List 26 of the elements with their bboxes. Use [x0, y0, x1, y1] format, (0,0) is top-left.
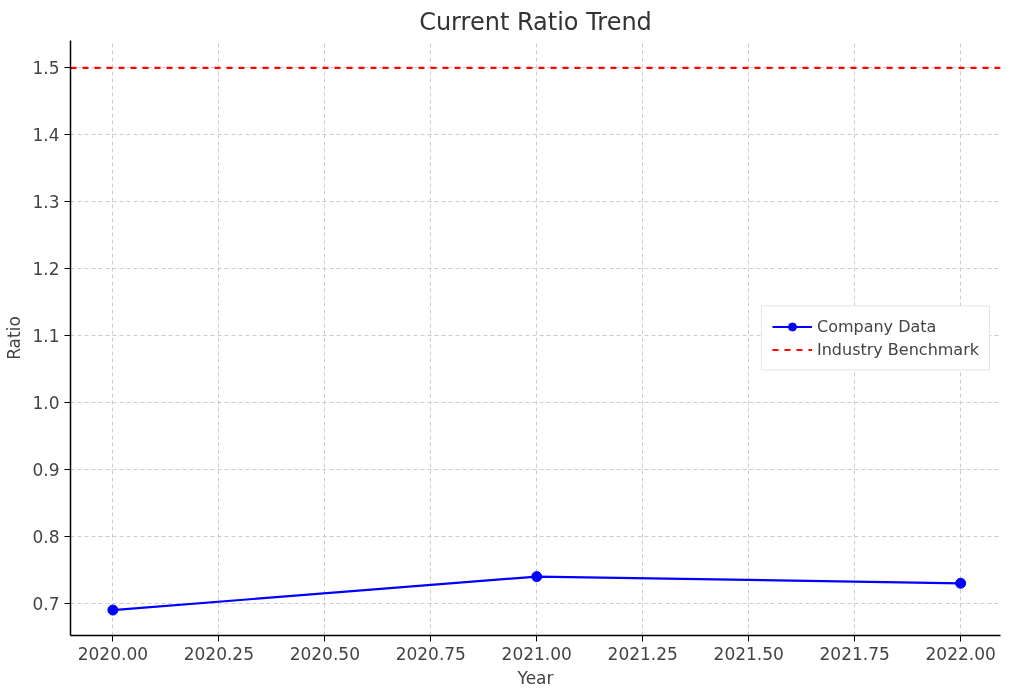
chart-title: Current Ratio Trend: [419, 7, 652, 36]
x-tick-label: 2021.75: [819, 643, 890, 664]
y-tick-label: 1.2: [32, 259, 60, 280]
x-tick-label: 2021.50: [713, 643, 784, 664]
legend-label: Company Data: [816, 316, 937, 336]
legend-label: Industry Benchmark: [816, 339, 979, 359]
y-tick-label: 1.3: [32, 192, 60, 213]
point: [955, 577, 967, 589]
x-tick-label: 2021.00: [501, 643, 572, 664]
y-tick-label: 1.5: [32, 58, 60, 79]
y-axis-title: Ratio: [4, 316, 25, 360]
x-tick-label: 2020.00: [77, 643, 149, 664]
x-tick-label: 2022.00: [925, 643, 996, 664]
x-tick-label: 2020.50: [289, 643, 360, 664]
point: [107, 604, 119, 616]
y-tick-label: 1.1: [32, 326, 60, 347]
y-tick-label: 0.8: [32, 526, 60, 547]
x-tick-label: 2020.25: [183, 643, 255, 664]
x-tick-label: 2020.75: [395, 643, 466, 664]
x-axis-title: Year: [516, 667, 554, 688]
point: [531, 571, 543, 583]
y-tick-label: 1.4: [32, 125, 60, 146]
y-tick-label: 0.7: [32, 593, 60, 614]
y-tick-label: 0.9: [32, 460, 60, 481]
x-tick-label: 2021.25: [607, 643, 678, 664]
y-tick-label: 1.0: [32, 393, 60, 414]
